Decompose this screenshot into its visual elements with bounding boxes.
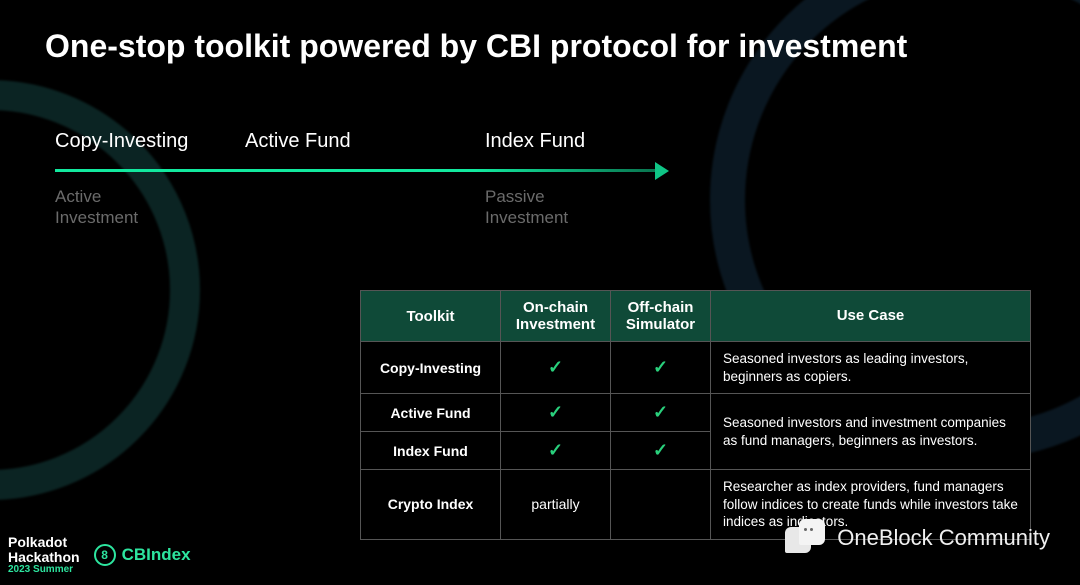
polkadot-line1: Polkadot [8,535,80,550]
wechat-watermark: OneBlock Community [785,519,1050,557]
cbindex-brand-text: CBIndex [122,545,191,565]
th-onchain: On-chain Investment [501,291,611,342]
wechat-icon [785,519,827,557]
polkadot-line3: 2023 Summer [8,565,80,576]
cell-onchain: partially [501,470,611,540]
sub-passive-line2: Investment [485,207,568,228]
cell-offchain [611,470,711,540]
page-title: One-stop toolkit powered by CBI protocol… [45,28,907,65]
polkadot-hackathon-logo: Polkadot Hackathon 2023 Summer [8,535,80,575]
sub-passive-line1: Passive [485,186,568,207]
th-offchain: Off-chain Simulator [611,291,711,342]
check-icon: ✓ [548,440,563,460]
toolkit-table: Toolkit On-chain Investment Off-chain Si… [360,290,1031,540]
cell-toolkit: Active Fund [361,394,501,432]
cbindex-brand: 8 CBIndex [94,544,191,566]
cell-usecase: Seasoned investors as leading investors,… [711,342,1031,394]
arrow-head-icon [655,162,669,180]
investment-spectrum: Copy-Investing Active Fund Index Fund Ac… [55,130,675,178]
cell-toolkit: Crypto Index [361,470,501,540]
check-icon: ✓ [653,440,668,460]
spectrum-sub-passive: Passive Investment [485,186,568,229]
cell-usecase: Seasoned investors and investment compan… [711,394,1031,470]
spectrum-label-active-fund: Active Fund [245,130,351,153]
cell-toolkit: Copy-Investing [361,342,501,394]
check-icon: ✓ [548,402,563,422]
spectrum-label-index-fund: Index Fund [485,130,585,153]
spectrum-sub-active: Active Investment [55,186,138,229]
sub-active-line1: Active [55,186,138,207]
check-icon: ✓ [548,357,563,377]
check-icon: ✓ [653,402,668,422]
cell-toolkit: Index Fund [361,432,501,470]
spectrum-label-copy-investing: Copy-Investing [55,130,188,153]
th-usecase: Use Case [711,291,1031,342]
table-row: Copy-Investing ✓ ✓ Seasoned investors as… [361,342,1031,394]
arrow-line [55,169,655,172]
sub-active-line2: Investment [55,207,138,228]
watermark-text: OneBlock Community [837,525,1050,551]
cbindex-logo-icon: 8 [94,544,116,566]
spectrum-arrow [55,164,675,178]
footer: Polkadot Hackathon 2023 Summer 8 CBIndex [8,535,191,575]
th-toolkit: Toolkit [361,291,501,342]
check-icon: ✓ [653,357,668,377]
table-row: Active Fund ✓ ✓ Seasoned investors and i… [361,394,1031,432]
polkadot-line2: Hackathon [8,550,80,565]
table-header-row: Toolkit On-chain Investment Off-chain Si… [361,291,1031,342]
